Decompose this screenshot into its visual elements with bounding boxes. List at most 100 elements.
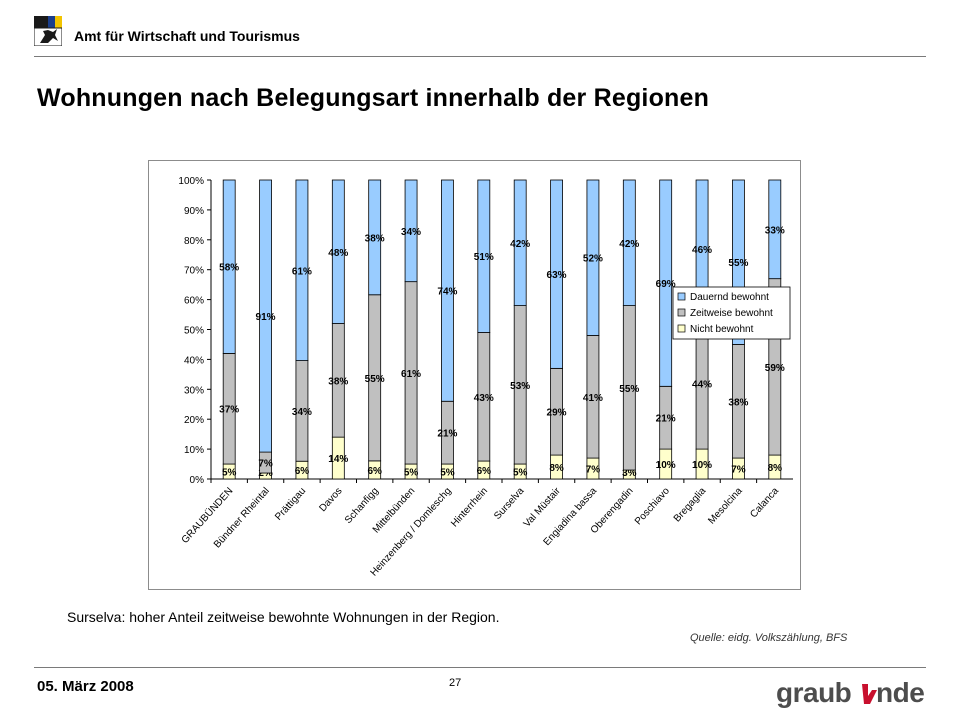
bar-segment: [768, 179, 782, 280]
x-category-label: Poschiavo: [633, 485, 672, 527]
data-label: 8%: [768, 463, 783, 474]
data-label: 53%: [510, 381, 530, 392]
bar-segment: [513, 179, 527, 306]
bar-segment: [222, 179, 236, 354]
data-label: 69%: [656, 279, 676, 290]
graubuenden-crest-icon: [34, 16, 62, 46]
data-label: 10%: [656, 460, 676, 471]
data-label: 38%: [328, 376, 348, 387]
organization-name: Amt für Wirtschaft und Tourismus: [74, 28, 300, 44]
bar-segment: [441, 179, 454, 402]
x-category-label: Calanca: [748, 485, 781, 520]
x-category-label: Bregaglia: [672, 485, 709, 524]
bar-segment: [622, 179, 636, 306]
y-tick-label: 30%: [184, 385, 204, 396]
page-number: 27: [449, 677, 462, 689]
graubuenden-logo: graubünden graub nden: [776, 677, 941, 716]
x-category-label: Hinterrhein: [449, 486, 490, 530]
legend-swatch: [677, 324, 686, 333]
legend-swatch: [677, 308, 686, 317]
bar-segment: [368, 179, 382, 296]
data-label: 6%: [477, 466, 492, 477]
data-label: 5%: [513, 468, 528, 479]
data-label: 7%: [731, 465, 746, 476]
data-label: 74%: [437, 287, 457, 298]
data-label: 34%: [292, 407, 312, 418]
data-label: 59%: [765, 363, 785, 374]
y-tick-label: 90%: [184, 206, 204, 217]
svg-text:nden: nden: [876, 678, 926, 708]
data-label: 44%: [692, 379, 712, 390]
graubuenden-logo-mark: graub nden: [776, 677, 941, 708]
data-label: 3%: [622, 468, 637, 479]
data-label: 46%: [692, 245, 712, 256]
x-category-label: Mesolcina: [706, 485, 745, 526]
bar-segment: [477, 179, 491, 333]
data-label: 38%: [365, 233, 385, 244]
page-title: Wohnungen nach Belegungsart innerhalb de…: [37, 84, 710, 112]
x-category-label: Prättigau: [273, 486, 308, 523]
data-label: 63%: [547, 270, 567, 281]
y-tick-label: 60%: [184, 296, 204, 307]
bar-segment: [550, 179, 563, 369]
data-label: 7%: [586, 465, 601, 476]
data-label: 5%: [440, 468, 455, 479]
x-category-label: Surselva: [492, 485, 527, 522]
y-tick-label: 20%: [184, 415, 204, 426]
data-label: 21%: [656, 414, 676, 425]
data-label: 55%: [619, 384, 639, 395]
data-label: 52%: [583, 254, 603, 265]
header-divider: [34, 56, 926, 57]
data-label: 43%: [474, 393, 494, 404]
legend-entry: Dauernd bewohnt: [690, 292, 769, 303]
data-label: 55%: [365, 374, 385, 385]
data-label: 5%: [222, 468, 237, 479]
data-label: 29%: [547, 408, 567, 419]
data-label: 42%: [510, 239, 530, 250]
chart-frame: [148, 160, 801, 590]
data-label: 33%: [765, 225, 785, 236]
chart-caption: Surselva: hoher Anteil zeitweise bewohnt…: [67, 609, 500, 625]
legend-entry: Zeitweise bewohnt: [690, 308, 773, 319]
data-label: 10%: [692, 460, 712, 471]
y-tick-label: 0%: [190, 475, 205, 486]
data-label: 91%: [256, 312, 276, 323]
stacked-bar-chart: 0% 10% 20% 30% 40% 50% 60% 70% 80% 90% 100% 5% 37% 58…: [178, 176, 793, 579]
legend-swatch: [677, 292, 686, 301]
data-label: 5%: [404, 468, 419, 479]
data-label: 34%: [401, 227, 421, 238]
data-label: 42%: [619, 239, 639, 250]
bar-segment: [331, 179, 345, 324]
footer-divider: [34, 667, 926, 668]
x-category-label: Schanfigg: [343, 486, 381, 526]
data-label: 21%: [437, 429, 457, 440]
y-tick-label: 80%: [184, 236, 204, 247]
data-label: 37%: [219, 405, 239, 416]
data-label: 51%: [474, 252, 494, 263]
y-tick-label: 10%: [184, 445, 204, 456]
data-label: 61%: [401, 369, 421, 380]
y-tick-label: 40%: [184, 355, 204, 366]
bar-segment: [586, 179, 600, 336]
data-label: 58%: [219, 263, 239, 274]
y-tick-label: 50%: [184, 326, 204, 337]
data-label: 6%: [295, 466, 310, 477]
data-label: 61%: [292, 266, 312, 277]
data-label: 41%: [583, 393, 603, 404]
data-label: 7%: [258, 459, 273, 470]
svg-text:graub: graub: [776, 678, 851, 708]
x-category-label: Davos: [317, 486, 344, 514]
y-tick-label: 70%: [184, 266, 204, 277]
chart-legend: [672, 286, 791, 340]
footer-date: 05. März 2008: [37, 678, 134, 695]
source-note: Quelle: eidg. Volkszählung, BFS: [690, 632, 848, 644]
data-label: 8%: [549, 463, 564, 474]
data-label: 38%: [728, 397, 748, 408]
data-label: 14%: [328, 454, 348, 465]
bar-segment: [259, 179, 272, 453]
data-label: 6%: [367, 466, 382, 477]
bar-segment: [404, 179, 418, 283]
data-label: 2%: [258, 468, 273, 479]
bar-segment: [659, 179, 673, 387]
data-label: 55%: [728, 258, 748, 269]
